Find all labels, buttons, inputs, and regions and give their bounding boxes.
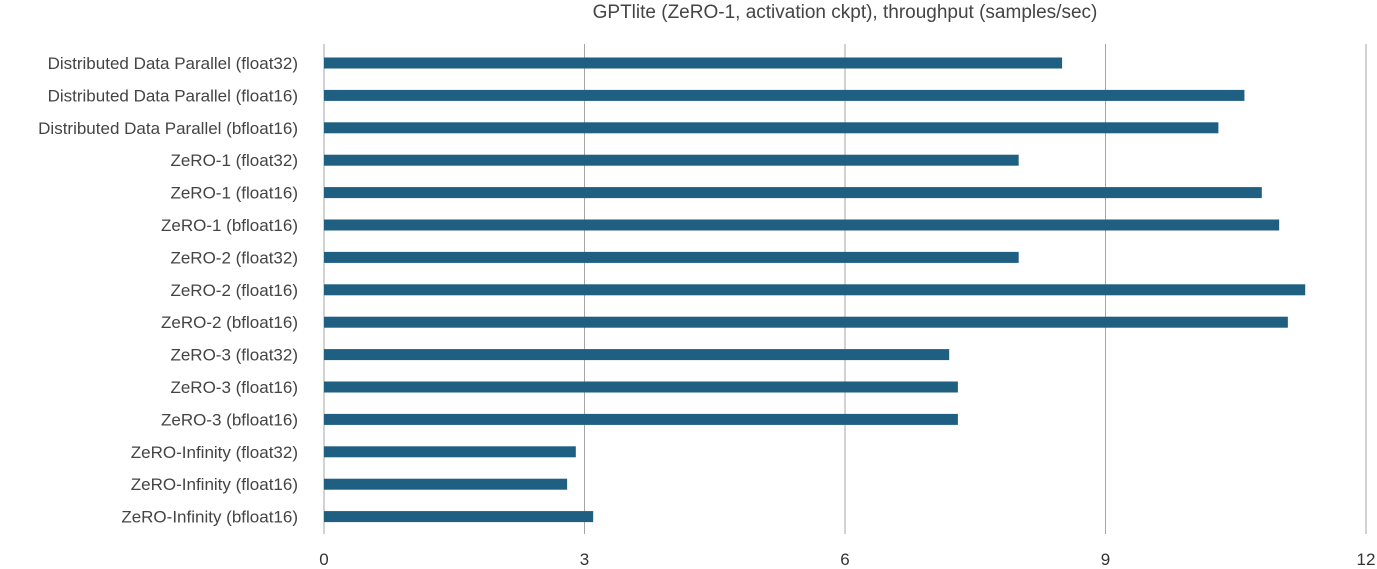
x-tick-label: 12 xyxy=(1357,550,1376,569)
bar-layer xyxy=(324,57,1306,523)
bar xyxy=(324,219,1280,231)
category-label: ZeRO-2 (bfloat16) xyxy=(161,313,298,332)
category-label: ZeRO-3 (float16) xyxy=(170,378,298,397)
bar xyxy=(324,446,576,458)
chart-title: GPTlite (ZeRO-1, activation ckpt), throu… xyxy=(592,2,1098,23)
bar xyxy=(324,284,1306,296)
bar xyxy=(324,413,958,425)
x-tick-label: 3 xyxy=(580,550,589,569)
bar xyxy=(324,316,1288,328)
bar xyxy=(324,349,950,361)
category-label: ZeRO-Infinity (bfloat16) xyxy=(121,508,298,527)
category-label: ZeRO-3 (bfloat16) xyxy=(161,410,298,429)
bar xyxy=(324,187,1262,199)
x-tick-label: 0 xyxy=(319,550,328,569)
bar xyxy=(324,57,1063,69)
bar xyxy=(324,89,1245,101)
category-label: Distributed Data Parallel (float32) xyxy=(48,54,298,73)
bar xyxy=(324,381,958,393)
x-axis-ticks: 0 3 6 9 12 xyxy=(319,550,1375,569)
category-label: ZeRO-2 (float32) xyxy=(170,248,298,267)
category-label: ZeRO-2 (float16) xyxy=(170,281,298,300)
bar xyxy=(324,251,1019,263)
category-label: ZeRO-1 (bfloat16) xyxy=(161,216,298,235)
category-labels: Distributed Data Parallel (float32) Distr… xyxy=(38,54,298,527)
category-label: Distributed Data Parallel (float16) xyxy=(48,86,298,105)
category-label: ZeRO-Infinity (float16) xyxy=(131,475,298,494)
bar xyxy=(324,154,1019,166)
bar xyxy=(324,122,1219,134)
category-label: ZeRO-3 (float32) xyxy=(170,346,298,365)
category-label: Distributed Data Parallel (bfloat16) xyxy=(38,119,298,138)
category-label: ZeRO-1 (float16) xyxy=(170,184,298,203)
x-tick-label: 9 xyxy=(1101,550,1110,569)
bar xyxy=(324,511,594,523)
category-label: ZeRO-1 (float32) xyxy=(170,151,298,170)
category-label: ZeRO-Infinity (float32) xyxy=(131,443,298,462)
bar xyxy=(324,478,568,490)
x-tick-label: 6 xyxy=(840,550,849,569)
